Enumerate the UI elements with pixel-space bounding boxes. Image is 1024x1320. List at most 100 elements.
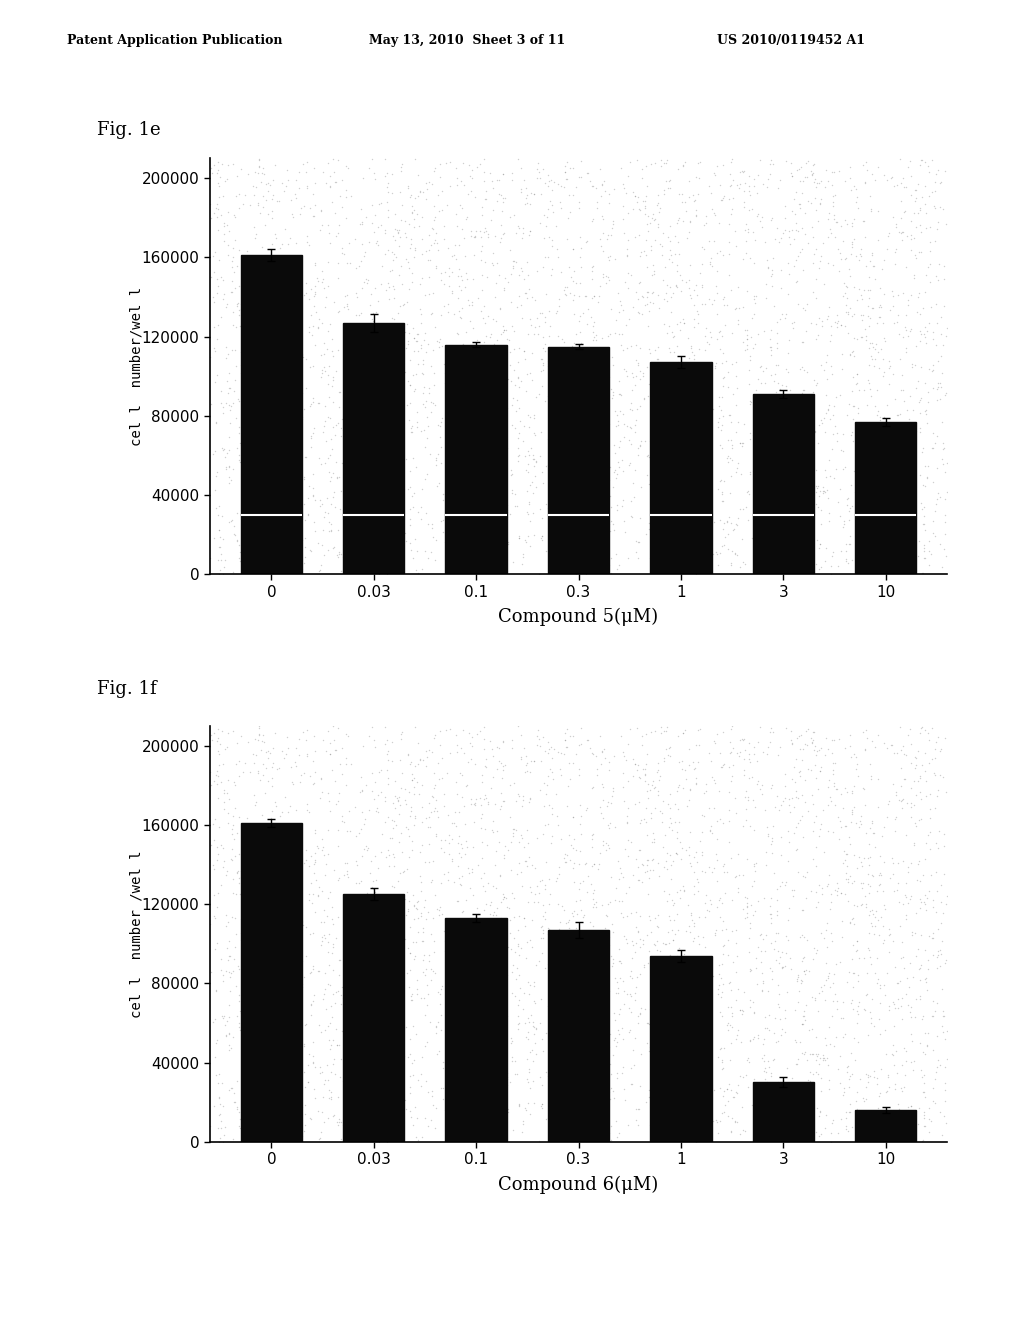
Point (388, 469, 404, 490)
Point (603, 1130, 620, 1151)
Point (722, 482, 738, 503)
Point (450, 288, 466, 309)
Point (585, 1127, 601, 1148)
Point (409, 891, 425, 912)
Point (858, 1089, 874, 1110)
Point (426, 931, 442, 952)
Point (795, 170, 811, 191)
Point (531, 564, 548, 585)
Point (797, 396, 813, 417)
Point (799, 362, 815, 383)
Point (372, 479, 388, 500)
Point (805, 849, 821, 870)
Point (486, 854, 503, 875)
Point (351, 384, 368, 405)
Point (850, 995, 866, 1016)
Point (630, 1005, 646, 1026)
Point (324, 329, 340, 350)
Point (492, 351, 508, 372)
Point (800, 502, 816, 523)
Point (896, 470, 912, 491)
Point (321, 520, 337, 541)
Point (296, 553, 312, 574)
Point (506, 483, 522, 504)
Point (432, 437, 449, 458)
Point (364, 876, 380, 898)
Point (919, 771, 935, 792)
Point (208, 498, 224, 519)
Point (681, 222, 697, 243)
Point (485, 904, 502, 925)
Point (921, 1023, 937, 1044)
Point (291, 251, 307, 272)
Point (251, 993, 267, 1014)
Point (900, 325, 916, 346)
Point (350, 362, 367, 383)
Point (408, 807, 424, 828)
Point (892, 1129, 908, 1150)
Point (687, 486, 703, 507)
Point (906, 1127, 923, 1148)
Point (299, 176, 315, 197)
Point (473, 795, 489, 816)
Point (579, 880, 595, 902)
Point (401, 1076, 418, 1097)
Point (370, 1096, 386, 1117)
Point (460, 546, 476, 568)
Point (773, 826, 790, 847)
Point (845, 408, 861, 429)
Point (741, 941, 758, 962)
Point (510, 832, 526, 853)
Point (406, 784, 422, 805)
Point (437, 719, 454, 741)
Point (582, 345, 598, 366)
Point (737, 214, 754, 235)
Point (898, 337, 914, 358)
Point (620, 338, 636, 359)
Point (541, 176, 557, 197)
Point (399, 744, 416, 766)
Point (476, 391, 493, 412)
Point (527, 1018, 544, 1039)
Point (810, 892, 826, 913)
Point (867, 907, 884, 928)
Point (927, 764, 943, 785)
Point (526, 425, 543, 446)
Point (772, 1081, 788, 1102)
Point (848, 178, 864, 199)
Point (763, 393, 779, 414)
Point (393, 723, 410, 744)
Point (650, 348, 667, 370)
Point (659, 354, 676, 375)
Point (366, 956, 382, 977)
Point (658, 411, 675, 432)
Point (205, 1011, 221, 1032)
Point (469, 723, 485, 744)
Point (327, 203, 343, 224)
Point (913, 1067, 930, 1088)
Point (485, 746, 502, 767)
Point (522, 474, 539, 495)
Point (894, 1053, 910, 1074)
Point (720, 362, 736, 383)
Point (610, 1122, 627, 1143)
Point (794, 1012, 810, 1034)
Point (654, 952, 671, 973)
Point (676, 375, 692, 396)
Point (923, 543, 939, 564)
Point (920, 381, 936, 403)
Point (222, 399, 239, 420)
Point (460, 1035, 476, 1056)
Point (311, 490, 328, 511)
Point (770, 407, 786, 428)
Point (212, 1110, 228, 1131)
Point (280, 469, 296, 490)
Point (727, 1110, 743, 1131)
Point (310, 561, 327, 582)
Point (676, 312, 692, 333)
Point (630, 754, 646, 775)
Point (663, 744, 679, 766)
Point (771, 737, 787, 758)
Point (358, 1044, 375, 1065)
Point (932, 388, 948, 409)
